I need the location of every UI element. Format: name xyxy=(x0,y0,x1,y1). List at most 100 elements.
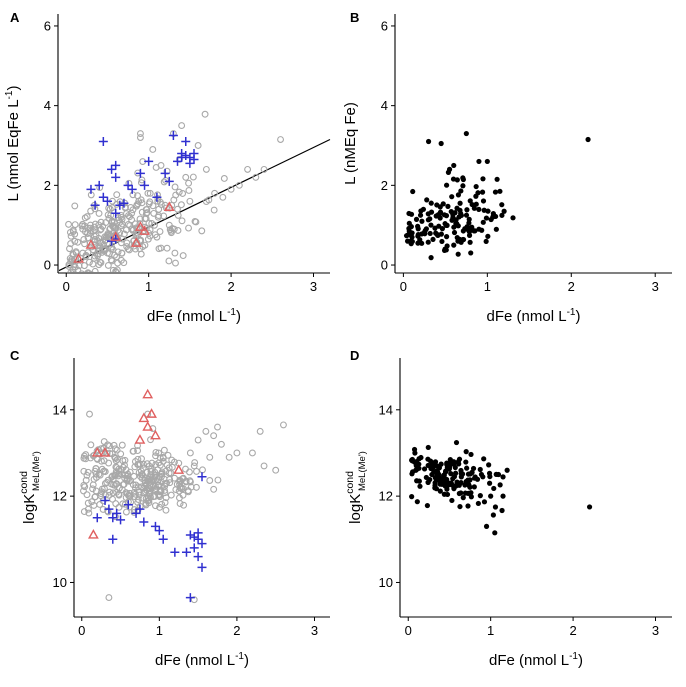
data-point-circle xyxy=(248,449,256,457)
data-point-circle xyxy=(85,258,93,266)
data-point-circle xyxy=(90,501,98,509)
data-point-circle xyxy=(141,215,149,223)
data-point-circle xyxy=(194,142,202,149)
data-point-circle xyxy=(97,492,105,500)
data-point-dot xyxy=(480,219,486,225)
y-axis-title-subscript: MeL(Me') xyxy=(357,451,368,491)
data-point-circle xyxy=(141,241,149,249)
data-point-circle xyxy=(182,477,190,485)
data-point-triangle xyxy=(146,408,157,418)
data-point-circle xyxy=(148,459,156,467)
data-point-circle xyxy=(178,485,186,493)
y-axis-title-superscript: -1 xyxy=(4,90,15,99)
data-point-circle xyxy=(201,110,209,118)
data-point-dot xyxy=(434,463,440,469)
data-point-dot xyxy=(468,451,474,458)
data-point-plus xyxy=(115,200,125,210)
x-axis-title-superscript: -1 xyxy=(567,307,576,318)
data-point-dot xyxy=(469,201,475,208)
data-point-circle xyxy=(165,469,173,477)
data-point-circle xyxy=(202,427,210,435)
data-point-circle xyxy=(67,240,75,248)
data-point-circle xyxy=(81,214,89,222)
data-point-dot xyxy=(415,226,421,232)
data-point-dot xyxy=(468,250,474,256)
data-point-circle xyxy=(83,281,89,287)
data-point-circle xyxy=(175,188,183,196)
data-point-circle xyxy=(84,505,92,513)
data-point-circle xyxy=(96,471,104,479)
data-point-dot xyxy=(476,158,482,165)
x-axis-title-superscript: -1 xyxy=(569,651,578,662)
data-point-circle xyxy=(186,468,193,476)
data-point-circle xyxy=(75,262,83,270)
data-point-circle xyxy=(159,453,167,461)
data-point-circle xyxy=(233,449,241,457)
data-point-circle xyxy=(89,485,97,493)
data-point-circle xyxy=(73,275,79,281)
data-point-dot xyxy=(438,140,444,147)
data-point-circle xyxy=(194,436,202,444)
data-point-circle xyxy=(100,438,108,446)
data-point-circle xyxy=(260,462,268,470)
y-tick-label: 10 xyxy=(379,575,393,590)
data-point-dot xyxy=(404,238,411,244)
data-point-dot xyxy=(483,238,489,245)
data-point-circle xyxy=(256,427,264,435)
data-point-dot xyxy=(473,193,479,199)
data-point-dot xyxy=(476,206,482,212)
data-point-plus xyxy=(154,526,164,536)
y-tick-label: 14 xyxy=(379,402,393,417)
data-point-circle xyxy=(217,440,225,448)
data-point-dot xyxy=(463,212,470,218)
x-tick-label: 0 xyxy=(78,623,85,638)
data-point-circle xyxy=(84,468,92,476)
data-point-circle xyxy=(176,500,184,507)
data-point-circle xyxy=(152,448,160,456)
x-axis-title-suffix: ) xyxy=(575,308,580,325)
data-point-circle xyxy=(180,501,188,509)
data-point-dot xyxy=(409,494,415,500)
data-point-circle xyxy=(138,455,145,463)
data-point-dot xyxy=(500,493,506,499)
data-point-dot xyxy=(408,211,415,217)
y-tick-label: 4 xyxy=(381,98,388,113)
data-point-circle xyxy=(171,249,179,257)
data-point-dot xyxy=(451,242,457,248)
data-point-plus xyxy=(111,172,121,182)
data-point-dot xyxy=(439,238,445,245)
data-point-dot xyxy=(443,182,450,188)
data-point-circle xyxy=(125,179,133,187)
data-point-circle xyxy=(85,270,92,272)
data-point-dot xyxy=(410,469,416,475)
data-point-triangle xyxy=(130,237,142,247)
data-point-circle xyxy=(138,199,146,207)
data-point-dot xyxy=(471,484,477,490)
data-point-triangle xyxy=(142,421,154,431)
data-point-dot xyxy=(418,454,424,461)
x-tick-label: 3 xyxy=(310,279,317,294)
x-axis-title: dFe (nmol L-1) xyxy=(147,307,241,325)
data-point-dot xyxy=(457,503,463,510)
data-point-dot xyxy=(460,183,466,189)
data-point-plus xyxy=(152,192,162,202)
data-point-circle xyxy=(210,206,218,214)
data-point-circle xyxy=(190,462,198,470)
x-tick-label: 2 xyxy=(233,623,240,638)
data-point-circle xyxy=(120,230,128,238)
data-point-plus xyxy=(193,534,203,544)
data-point-circle xyxy=(138,474,146,482)
data-point-circle xyxy=(81,222,89,230)
x-tick-label: 1 xyxy=(156,623,163,638)
data-point-plus xyxy=(160,168,170,178)
data-point-dot xyxy=(467,239,473,245)
data-point-plus xyxy=(94,180,104,190)
y-axis-title: logKcondMeL(Me') xyxy=(344,451,368,524)
data-point-circle xyxy=(89,260,97,268)
data-point-circle xyxy=(90,278,96,284)
data-point-circle xyxy=(154,213,162,221)
data-point-circle xyxy=(151,472,159,480)
data-point-dot xyxy=(500,474,506,480)
data-point-dot xyxy=(403,233,410,239)
data-point-dot xyxy=(443,234,450,240)
